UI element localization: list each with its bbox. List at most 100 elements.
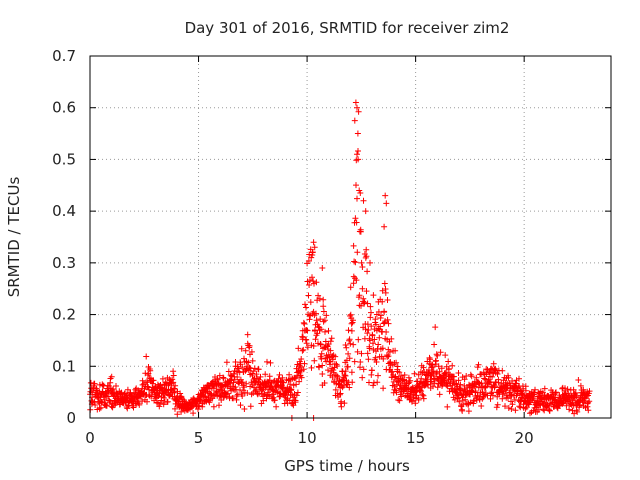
data-point: [541, 407, 548, 414]
data-point: [308, 364, 315, 371]
data-point: [321, 317, 328, 324]
data-point: [432, 324, 439, 331]
data-point: [318, 326, 324, 333]
data-point: [318, 350, 325, 357]
data-point: [546, 407, 553, 414]
data-point: [389, 368, 396, 375]
data-point: [370, 346, 377, 353]
data-point: [345, 327, 352, 334]
data-point: [351, 117, 358, 124]
data-point: [384, 297, 391, 303]
y-tick-label: 0: [66, 409, 76, 427]
data-point: [136, 401, 143, 408]
data-point: [292, 399, 299, 406]
data-point: [303, 304, 309, 311]
data-point: [439, 381, 446, 388]
data-point: [146, 392, 152, 399]
data-point: [364, 350, 371, 357]
data-point: [298, 356, 305, 362]
data-point: [378, 312, 384, 319]
data-point: [342, 368, 349, 375]
data-point: [364, 321, 371, 328]
data-point: [249, 382, 256, 388]
data-point: [354, 130, 361, 137]
data-point: [509, 401, 516, 408]
data-point: [358, 350, 365, 357]
data-point: [354, 249, 361, 256]
data-point: [97, 404, 104, 411]
data-point: [351, 358, 358, 365]
data-point: [225, 390, 231, 397]
data-point: [239, 364, 246, 371]
data-point: [461, 376, 468, 383]
data-point: [287, 381, 294, 388]
data-point: [360, 295, 367, 302]
data-point: [336, 391, 343, 398]
data-point: [172, 382, 179, 389]
data-point: [420, 364, 427, 371]
data-point: [237, 402, 244, 409]
data-point: [244, 390, 251, 396]
data-point: [463, 373, 470, 379]
data-point: [343, 344, 350, 351]
data-point: [367, 314, 374, 321]
data-point: [251, 365, 258, 372]
data-point: [227, 377, 234, 384]
data-point: [300, 366, 307, 373]
data-point: [370, 292, 377, 299]
data-point: [325, 327, 332, 334]
data-point: [393, 359, 400, 366]
data-point: [227, 372, 234, 379]
data-point: [223, 359, 230, 366]
data-point: [301, 320, 308, 327]
data-point: [411, 370, 418, 377]
data-point: [146, 386, 152, 393]
data-point: [266, 373, 273, 380]
data-point: [319, 362, 326, 369]
data-point: [484, 392, 491, 399]
data-point: [494, 371, 501, 377]
data-point: [307, 299, 314, 306]
data-point: [394, 363, 401, 370]
data-point: [246, 364, 253, 371]
data-point: [210, 403, 217, 410]
data-point: [303, 340, 310, 347]
data-point: [368, 309, 374, 316]
data-point: [574, 408, 581, 415]
y-tick-label: 0.3: [52, 254, 76, 272]
data-point: [455, 377, 462, 384]
data-point: [230, 379, 237, 386]
data-point: [260, 397, 267, 404]
data-point: [443, 382, 450, 389]
data-point: [570, 386, 577, 393]
data-point: [295, 345, 302, 352]
data-point: [385, 353, 392, 360]
data-point: [383, 329, 390, 335]
data-point: [456, 398, 463, 405]
data-point: [334, 373, 341, 380]
data-point: [355, 108, 362, 115]
data-point: [239, 393, 246, 399]
data-point: [373, 359, 380, 365]
data-point: [92, 402, 99, 408]
data-point: [171, 389, 178, 396]
data-point: [451, 373, 457, 380]
data-point: [564, 386, 571, 393]
data-point: [358, 259, 365, 266]
data-point: [101, 396, 108, 403]
data-point: [359, 264, 366, 270]
data-point: [334, 363, 341, 369]
data-point: [379, 298, 386, 305]
data-point: [344, 363, 351, 370]
data-point: [309, 274, 315, 281]
data-point: [379, 345, 386, 352]
data-point: [170, 372, 177, 379]
data-point: [257, 373, 264, 380]
data-point: [300, 319, 307, 326]
data-point: [448, 385, 455, 392]
data-point: [304, 344, 311, 351]
data-point: [436, 391, 443, 398]
data-point: [327, 347, 334, 354]
data-point: [362, 326, 369, 333]
data-point: [302, 301, 308, 308]
